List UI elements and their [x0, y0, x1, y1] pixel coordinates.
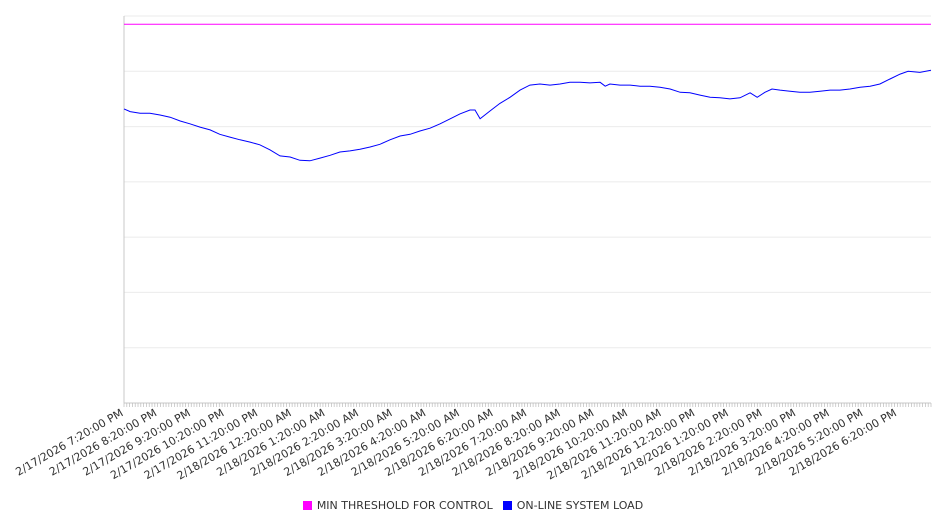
legend-item-threshold[interactable]: MIN THRESHOLD FOR CONTROL — [302, 499, 493, 512]
legend-label-load: ON-LINE SYSTEM LOAD — [516, 499, 644, 512]
legend-swatch-threshold — [302, 501, 312, 510]
legend-item-load[interactable]: ON-LINE SYSTEM LOAD — [502, 499, 644, 512]
legend-swatch-load — [502, 501, 512, 510]
system-load-line — [123, 69, 932, 162]
legend-label-threshold: MIN THRESHOLD FOR CONTROL — [316, 499, 493, 512]
legend: MIN THRESHOLD FOR CONTROL ON-LINE SYSTEM… — [0, 499, 946, 512]
